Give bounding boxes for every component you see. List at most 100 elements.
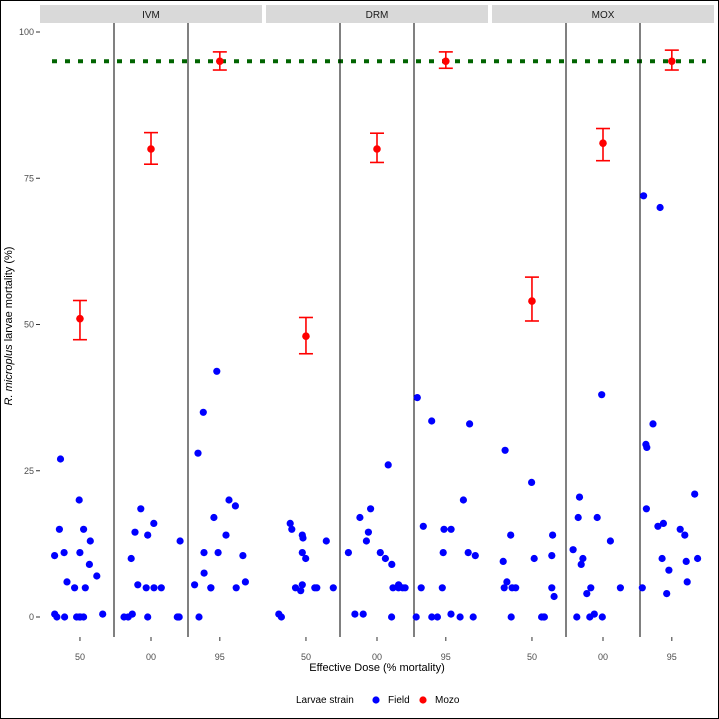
field-point [222,531,230,539]
facet-strip-drm [266,5,488,23]
field-point [573,613,581,621]
field-point [459,496,467,504]
field-point [51,552,59,560]
field-point [694,554,702,563]
field-point [503,578,511,586]
legend-field-label: Field [388,695,410,706]
field-point [681,531,689,539]
mozo-series [72,49,679,355]
field-point [63,578,71,586]
y-axis-title-species: R. microplus [3,344,15,406]
field-point [640,192,648,200]
field-point [433,613,441,621]
field-point [388,560,396,569]
field-point [210,513,218,522]
legend-field-marker [372,696,380,704]
field-point [288,525,296,533]
facet-label-ivm: IVM [142,10,160,21]
field-point [81,584,89,592]
y-tick-label: 25 [24,466,34,476]
field-point [381,554,389,563]
field-point [528,478,536,486]
field-point [654,522,662,530]
field-point [428,613,436,621]
field-point [213,367,221,375]
field-point [194,449,202,457]
field-point [676,525,684,533]
mozo-point [76,314,84,323]
y-tick-label: 75 [24,173,34,183]
field-point [56,455,65,463]
field-point [191,581,199,589]
field-point [76,613,84,621]
field-point [311,584,319,592]
legend-title: Larvae strain [296,695,354,706]
field-point [128,610,136,618]
legend: Larvae strain Field Mozo [296,695,460,706]
field-point [574,513,582,522]
field-point [142,584,150,592]
field-point [593,513,601,522]
field-point [569,546,577,554]
field-point [134,581,142,589]
mozo-point [373,145,381,153]
field-point [413,394,421,402]
field-point [93,572,101,580]
field-point [530,554,538,563]
field-point [344,549,352,557]
field-point [80,525,88,533]
field-point [659,519,668,528]
field-point [144,613,152,621]
field-point [500,584,508,592]
field-point [419,522,427,530]
field-point [579,554,587,563]
field-point [174,613,182,621]
field-point [439,549,447,557]
field-point [466,420,474,428]
field-point [322,537,330,545]
field-point [501,446,509,454]
field-point [232,584,240,592]
field-point [351,610,359,618]
field-point [642,505,651,513]
field-point [691,490,699,498]
field-point [548,584,556,592]
field-point [55,525,64,533]
x-tick-label: 95 [215,652,225,662]
field-point [291,584,300,592]
x-tick-label: 00 [598,652,608,662]
field-point [367,505,375,513]
facet-label-drm: DRM [366,10,389,21]
field-point [51,610,59,618]
field-point [86,537,94,545]
field-point [207,584,215,592]
field-point [583,590,591,598]
field-point [231,502,239,510]
mozo-point [147,145,155,153]
x-tick-label: 00 [146,652,156,662]
field-point [598,391,606,399]
legend-mozo-marker [419,696,427,704]
field-point [549,531,557,539]
field-point [471,552,479,560]
field-point [412,613,420,621]
x-tick-label: 50 [527,652,537,662]
y-axis-title-rest: larvae mortality (%) [3,247,15,345]
field-point [200,569,208,577]
facet-strip-ivm [40,5,262,23]
field-point [150,584,158,592]
field-point [548,552,556,560]
x-axis-title: Effective Dose (% mortality) [309,662,445,674]
field-point [359,610,367,618]
field-point [157,584,165,592]
field-point [395,581,403,589]
field-point [428,417,436,425]
field-point [388,613,396,621]
field-point [356,513,364,522]
field-point [376,549,384,557]
facet-strip-mox [492,5,714,23]
mozo-point [599,139,607,147]
field-point [298,549,306,557]
field-point [550,592,558,601]
